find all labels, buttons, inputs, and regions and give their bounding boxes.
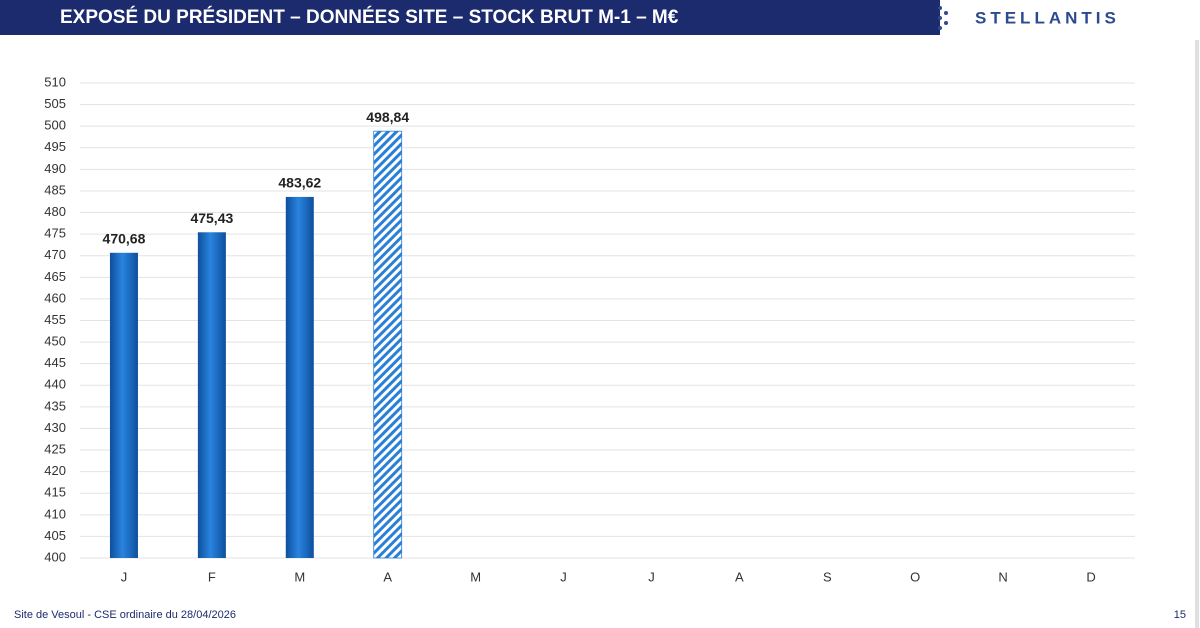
data-label: 483,62 (278, 175, 321, 191)
x-tick-label: J (648, 569, 655, 584)
x-tick-label: A (735, 569, 744, 584)
y-tick-label: 500 (44, 118, 66, 133)
x-tick-label: F (208, 569, 216, 584)
x-tick-label: S (823, 569, 832, 584)
y-tick-label: 400 (44, 549, 66, 564)
x-tick-label: M (294, 569, 305, 584)
y-tick-label: 470 (44, 247, 66, 262)
title-bar (0, 0, 940, 35)
y-tick-label: 420 (44, 463, 66, 478)
chart: 400 405 410 415 420 425 430 435 440 445 450 455 460 4… (44, 74, 1135, 584)
y-tick-label: 490 (44, 161, 66, 176)
y-tick-label: 460 (44, 290, 66, 305)
x-tick-label: J (560, 569, 567, 584)
y-tick-label: 430 (44, 420, 66, 435)
slide-title: EXPOSÉ DU PRÉSIDENT – DONNÉES SITE – STO… (60, 6, 679, 28)
x-tick-label: M (470, 569, 481, 584)
page-number: 15 (1174, 609, 1186, 621)
x-tick-label: J (121, 569, 128, 584)
x-tick-label: O (910, 569, 920, 584)
data-label: 498,84 (366, 109, 409, 125)
footer-text: Site de Vesoul - CSE ordinaire du 28/04/… (14, 609, 236, 621)
y-tick-label: 425 (44, 441, 66, 456)
y-tick-label: 410 (44, 506, 66, 521)
y-tick-label: 510 (44, 74, 66, 89)
logo: STELLANTIS (975, 8, 1120, 27)
data-label: 475,43 (190, 210, 233, 226)
y-tick-label: 505 (44, 96, 66, 111)
y-tick-label: 475 (44, 226, 66, 241)
y-tick-label: 455 (44, 312, 66, 327)
x-tick-label: A (383, 569, 392, 584)
bar (197, 232, 226, 558)
x-tick-label: D (1086, 569, 1095, 584)
y-tick-label: 465 (44, 269, 66, 284)
y-tick-label: 450 (44, 334, 66, 349)
y-tick-label: 415 (44, 485, 66, 500)
bar (373, 130, 403, 559)
bar (285, 196, 314, 558)
data-label: 470,68 (103, 230, 146, 246)
y-tick-label: 495 (44, 139, 66, 154)
y-tick-label: 435 (44, 398, 66, 413)
y-tick-label: 445 (44, 355, 66, 370)
y-tick-label: 405 (44, 528, 66, 543)
y-tick-label: 485 (44, 182, 66, 197)
x-tick-label: N (998, 569, 1007, 584)
bar (109, 252, 138, 559)
logo-dots (938, 6, 948, 30)
y-tick-label: 480 (44, 204, 66, 219)
y-tick-label: 440 (44, 377, 66, 392)
